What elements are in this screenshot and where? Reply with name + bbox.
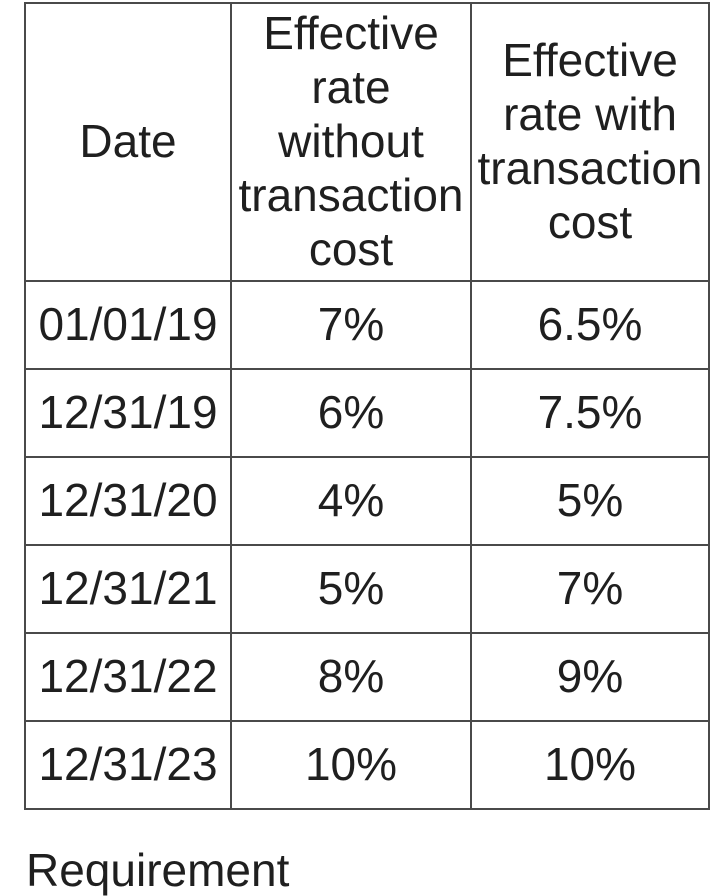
cell-date: 12/31/21 [24, 544, 232, 634]
header-cell-rate-without-transaction-cost: Effective rate without transaction cost [230, 2, 472, 282]
table-row: 12/31/23 10% 10% [24, 720, 710, 810]
table-row: 12/31/22 8% 9% [24, 632, 710, 722]
table-body: 01/01/19 7% 6.5% 12/31/19 6% 7.5% 12/31/… [24, 280, 710, 810]
cell-rate-with: 10% [470, 720, 710, 810]
cell-rate-with: 9% [470, 632, 710, 722]
cell-rate-with: 5% [470, 456, 710, 546]
cell-rate-without: 5% [230, 544, 472, 634]
cell-rate-without: 6% [230, 368, 472, 458]
requirement-heading-partial: Requirement [26, 844, 290, 896]
cell-rate-without: 8% [230, 632, 472, 722]
table-row: 12/31/20 4% 5% [24, 456, 710, 546]
cell-date: 12/31/20 [24, 456, 232, 546]
cell-rate-without: 10% [230, 720, 472, 810]
cell-date: 12/31/23 [24, 720, 232, 810]
cell-date: 12/31/19 [24, 368, 232, 458]
cell-rate-without: 7% [230, 280, 472, 370]
cell-date: 01/01/19 [24, 280, 232, 370]
cell-date: 12/31/22 [24, 632, 232, 722]
cell-rate-with: 7% [470, 544, 710, 634]
effective-rates-table: Date Effective rate without transaction … [24, 2, 710, 810]
table-row: 12/31/19 6% 7.5% [24, 368, 710, 458]
table-row: 12/31/21 5% 7% [24, 544, 710, 634]
cell-rate-without: 4% [230, 456, 472, 546]
header-row: Date Effective rate without transaction … [24, 2, 710, 282]
cell-rate-with: 7.5% [470, 368, 710, 458]
cell-rate-with: 6.5% [470, 280, 710, 370]
header-cell-rate-with-transaction-cost: Effective rate with transaction cost [470, 2, 710, 282]
table-header: Date Effective rate without transaction … [24, 2, 710, 282]
table-row: 01/01/19 7% 6.5% [24, 280, 710, 370]
header-cell-date: Date [24, 2, 232, 282]
